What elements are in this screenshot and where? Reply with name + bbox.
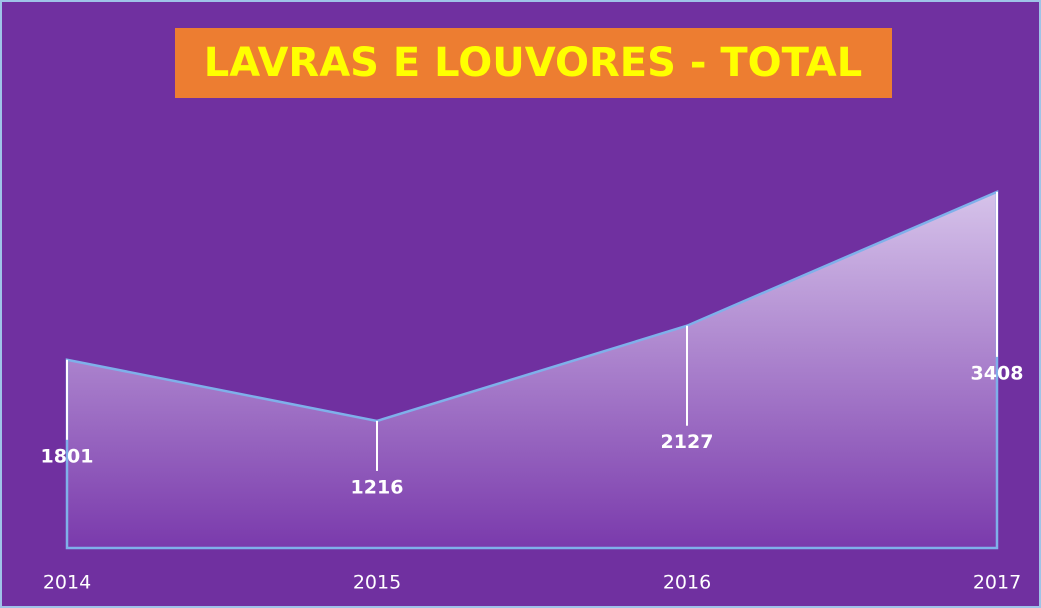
- x-tick-label: 2015: [353, 572, 401, 594]
- data-label: 2127: [661, 431, 714, 453]
- data-label: 1216: [351, 476, 404, 498]
- x-tick-label: 2016: [663, 572, 711, 594]
- title-box: [175, 28, 892, 98]
- data-label: 1801: [41, 445, 94, 467]
- x-tick-label: 2014: [43, 572, 91, 594]
- chart-title: LAVRAS E LOUVORES - TOTAL: [204, 40, 863, 86]
- data-label: 3408: [971, 362, 1024, 384]
- x-tick-label: 2017: [973, 572, 1021, 594]
